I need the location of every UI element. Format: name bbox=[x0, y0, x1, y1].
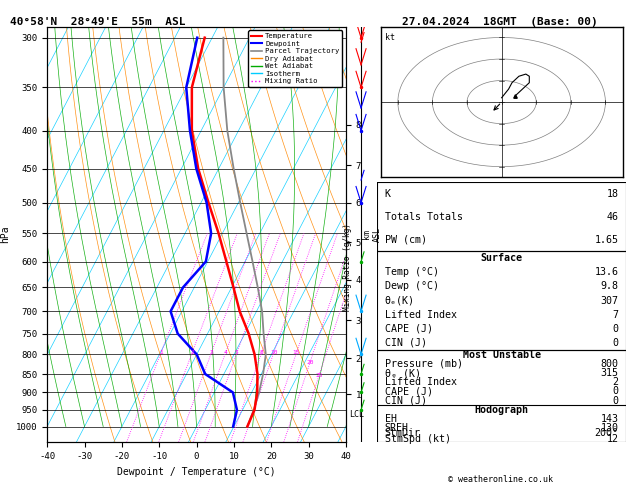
Text: Mixing Ratio (g/kg): Mixing Ratio (g/kg) bbox=[343, 224, 352, 311]
Text: StmSpd (kt): StmSpd (kt) bbox=[385, 434, 451, 445]
Text: CIN (J): CIN (J) bbox=[385, 396, 427, 406]
Text: Hodograph: Hodograph bbox=[475, 405, 528, 415]
Text: θₑ (K): θₑ (K) bbox=[385, 368, 421, 378]
Text: 0: 0 bbox=[613, 338, 618, 348]
Y-axis label: km
ASL: km ASL bbox=[362, 227, 382, 242]
Text: θₑ(K): θₑ(K) bbox=[385, 295, 415, 306]
Text: 0: 0 bbox=[613, 386, 618, 397]
Text: LCL: LCL bbox=[349, 410, 364, 419]
Text: Totals Totals: Totals Totals bbox=[385, 212, 463, 222]
Text: CAPE (J): CAPE (J) bbox=[385, 324, 433, 334]
X-axis label: Dewpoint / Temperature (°C): Dewpoint / Temperature (°C) bbox=[117, 467, 276, 477]
Text: 46: 46 bbox=[606, 212, 618, 222]
Text: Temp (°C): Temp (°C) bbox=[385, 267, 439, 278]
Text: 18: 18 bbox=[606, 189, 618, 199]
Text: 27.04.2024  18GMT  (Base: 00): 27.04.2024 18GMT (Base: 00) bbox=[402, 17, 598, 27]
Text: Dewp (°C): Dewp (°C) bbox=[385, 281, 439, 292]
Text: 800: 800 bbox=[601, 359, 618, 369]
Text: kt: kt bbox=[386, 33, 396, 42]
Text: 7: 7 bbox=[613, 310, 618, 320]
Text: 10: 10 bbox=[270, 350, 277, 355]
Text: © weatheronline.co.uk: © weatheronline.co.uk bbox=[448, 474, 552, 484]
Text: 2: 2 bbox=[613, 377, 618, 387]
Text: 20: 20 bbox=[306, 361, 314, 365]
Text: 4: 4 bbox=[224, 350, 228, 355]
Text: PW (cm): PW (cm) bbox=[385, 235, 427, 244]
Text: 143: 143 bbox=[601, 414, 618, 424]
Text: 12: 12 bbox=[606, 434, 618, 445]
Text: Most Unstable: Most Unstable bbox=[462, 349, 541, 360]
Text: 0: 0 bbox=[613, 396, 618, 406]
Text: 3: 3 bbox=[209, 350, 213, 355]
Text: 25: 25 bbox=[315, 373, 323, 379]
Text: EH: EH bbox=[385, 414, 397, 424]
Text: 307: 307 bbox=[601, 295, 618, 306]
Text: K: K bbox=[385, 189, 391, 199]
Text: SREH: SREH bbox=[385, 423, 409, 434]
Text: CAPE (J): CAPE (J) bbox=[385, 386, 433, 397]
Text: StmDir: StmDir bbox=[385, 428, 421, 438]
Text: Pressure (mb): Pressure (mb) bbox=[385, 359, 463, 369]
Text: 9.8: 9.8 bbox=[601, 281, 618, 292]
Text: 0: 0 bbox=[613, 324, 618, 334]
Text: 1.65: 1.65 bbox=[594, 235, 618, 244]
Text: Lifted Index: Lifted Index bbox=[385, 310, 457, 320]
Text: Surface: Surface bbox=[481, 253, 523, 263]
Text: 5: 5 bbox=[235, 350, 239, 355]
Text: 315: 315 bbox=[601, 368, 618, 378]
Text: 8: 8 bbox=[260, 350, 264, 355]
Text: 40°58'N  28°49'E  55m  ASL: 40°58'N 28°49'E 55m ASL bbox=[9, 17, 186, 27]
Text: Lifted Index: Lifted Index bbox=[385, 377, 457, 387]
Y-axis label: hPa: hPa bbox=[1, 226, 11, 243]
Text: CIN (J): CIN (J) bbox=[385, 338, 427, 348]
Text: 200°: 200° bbox=[594, 428, 618, 438]
Legend: Temperature, Dewpoint, Parcel Trajectory, Dry Adiabat, Wet Adiabat, Isotherm, Mi: Temperature, Dewpoint, Parcel Trajectory… bbox=[248, 30, 342, 87]
Text: 130: 130 bbox=[601, 423, 618, 434]
Text: 2: 2 bbox=[190, 350, 194, 355]
Text: 13.6: 13.6 bbox=[594, 267, 618, 278]
Text: 15: 15 bbox=[292, 350, 300, 355]
Text: 1: 1 bbox=[159, 350, 163, 355]
